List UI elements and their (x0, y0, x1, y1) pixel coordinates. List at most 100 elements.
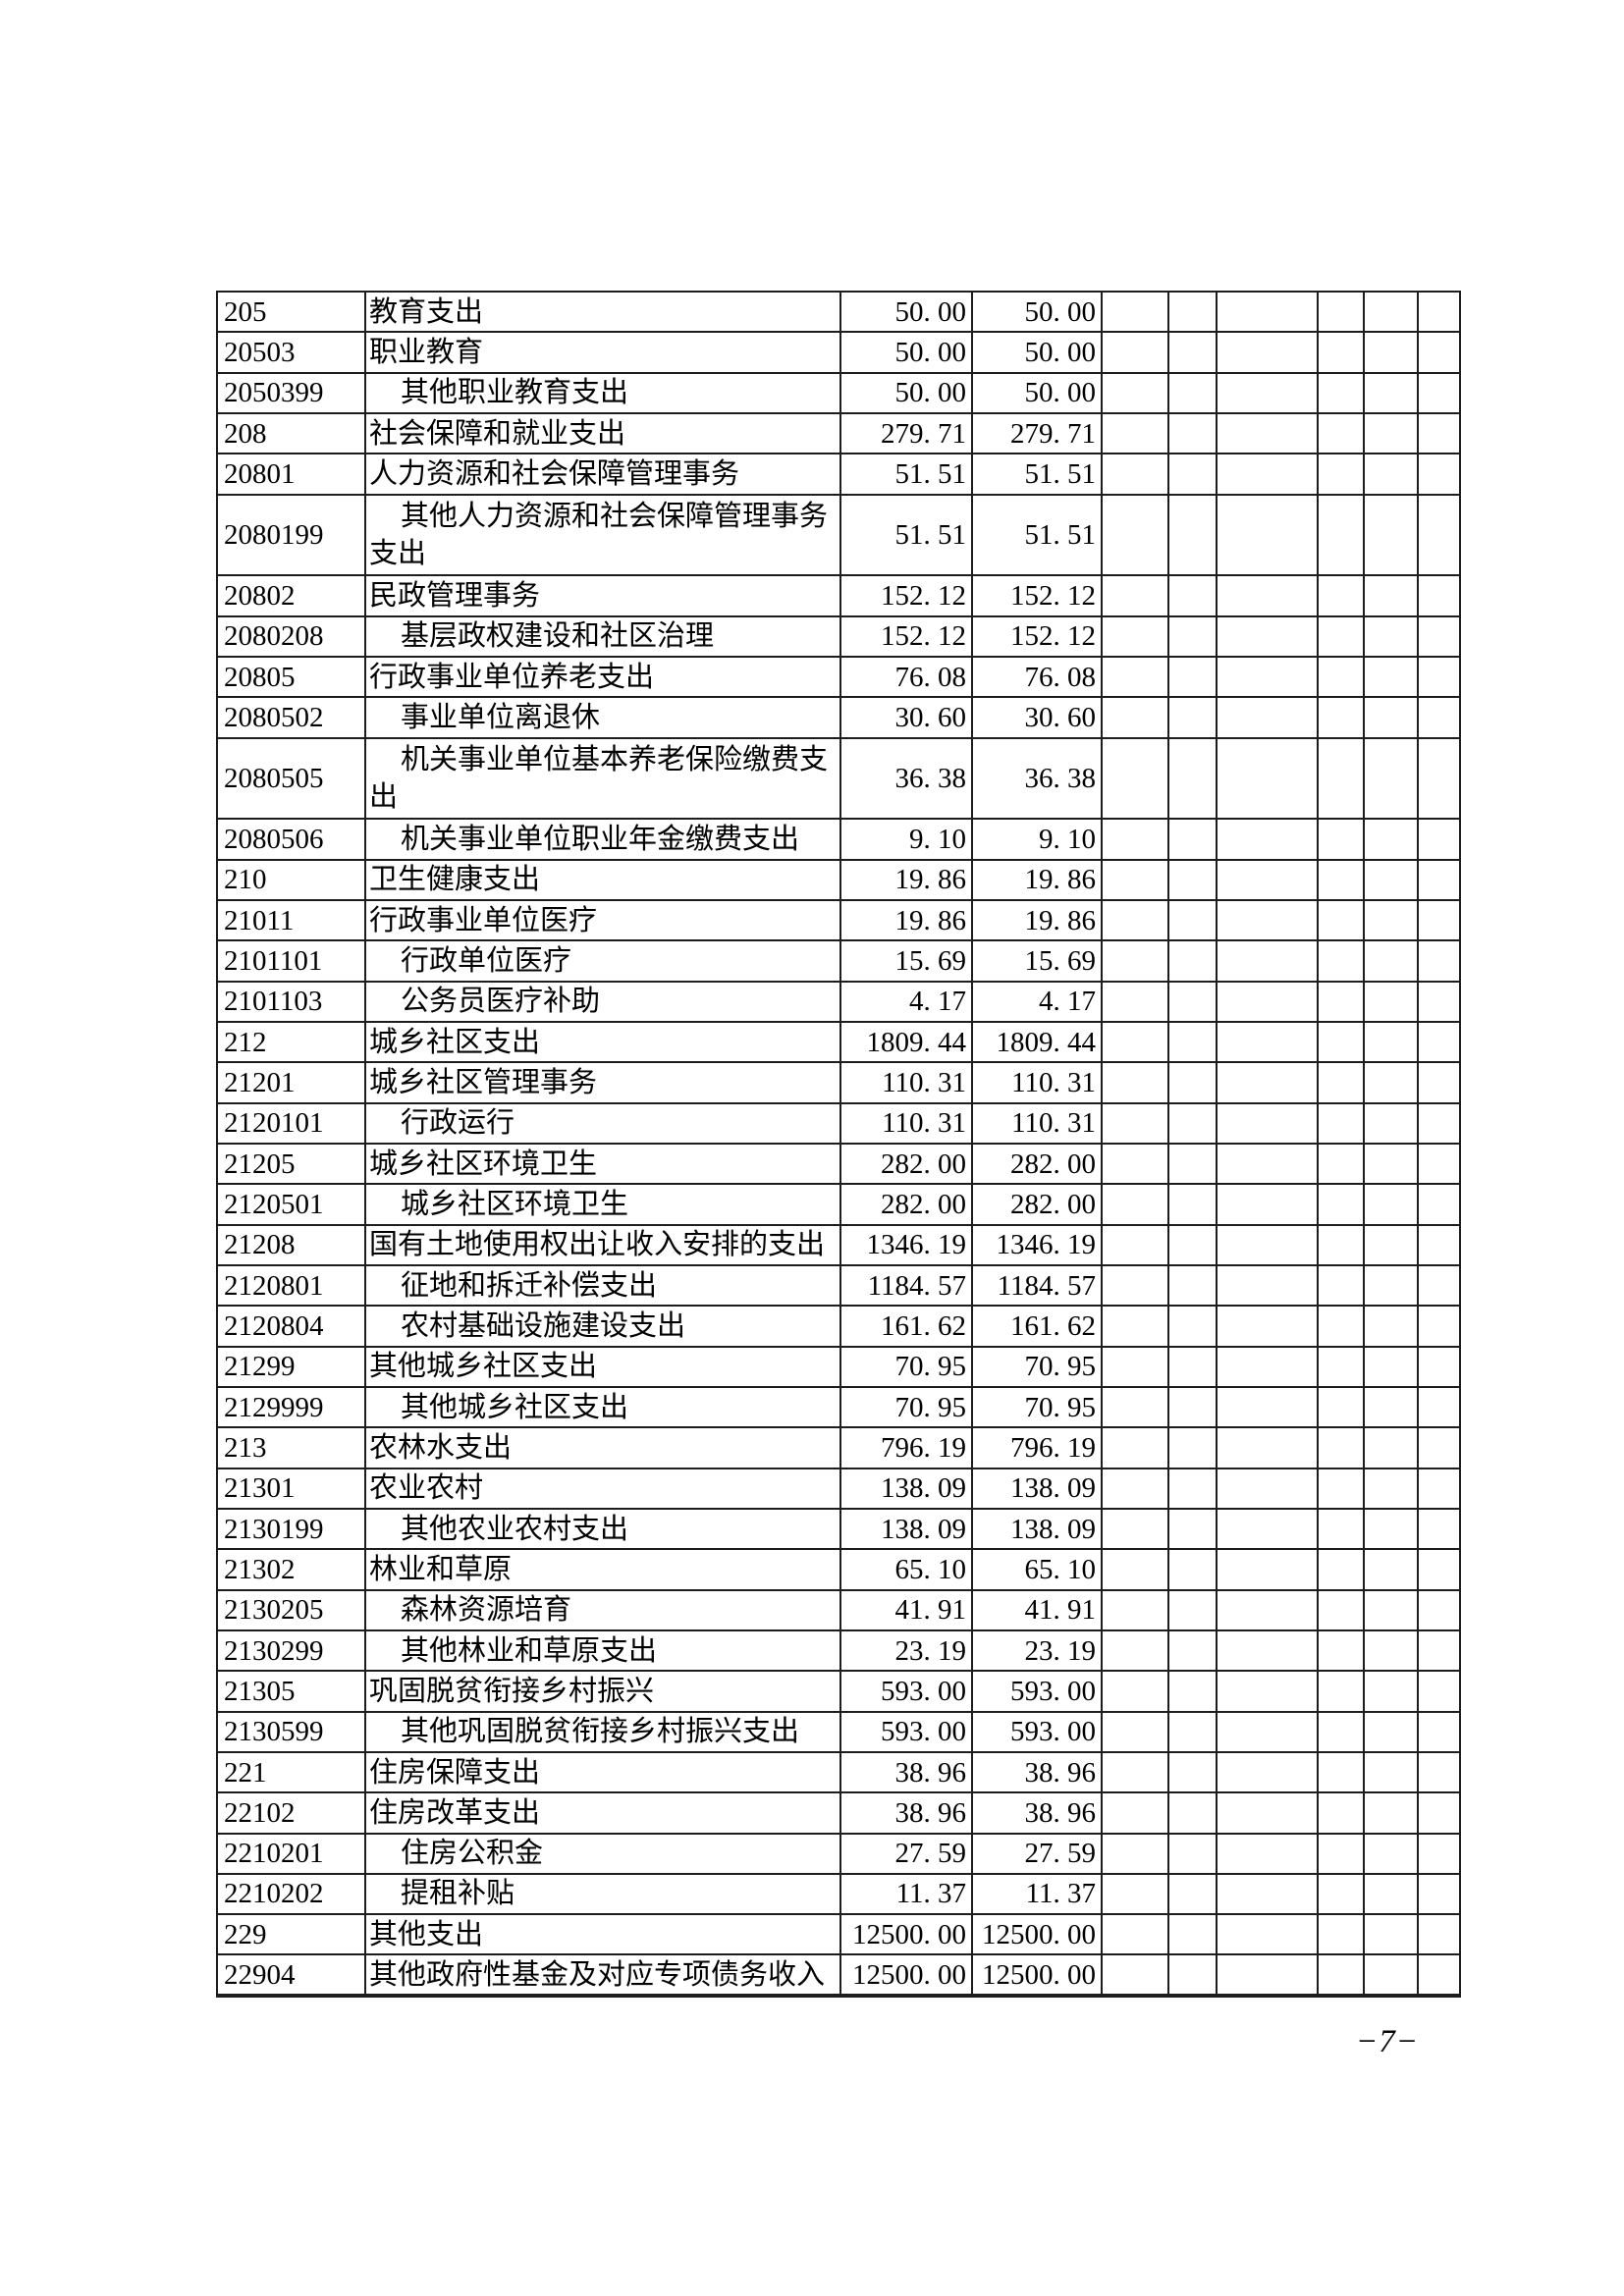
empty-cell (1101, 1710, 1169, 1753)
amount-cell-1: 11. 37 (839, 1872, 973, 1916)
empty-cell (1363, 1670, 1419, 1713)
empty-cell (1216, 1020, 1319, 1064)
amount-cell-1: 12500. 00 (839, 1953, 973, 1997)
table-row: 2080506 机关事业单位职业年金缴费支出 9. 10 9. 10 (216, 818, 1461, 861)
empty-cell (1363, 1426, 1419, 1469)
empty-cell (1167, 1913, 1218, 1956)
budget-table-body: 205 教育支出 50. 00 50. 00 20503 职业教育 50. 00 50. 00… (216, 290, 1461, 1997)
amount-cell-2: 70. 95 (971, 1385, 1103, 1429)
empty-cell (1417, 1101, 1461, 1145)
empty-cell (1216, 1223, 1319, 1266)
empty-cell (1317, 1710, 1365, 1753)
amount-cell-2: 50. 00 (971, 371, 1103, 414)
empty-cell (1101, 1385, 1169, 1429)
empty-cell (1317, 1061, 1365, 1104)
empty-cell (1363, 1872, 1419, 1916)
empty-cell (1167, 1345, 1218, 1388)
budget-code-cell: 20802 (216, 574, 366, 617)
amount-cell-1: 51. 51 (839, 493, 973, 577)
empty-cell (1101, 1426, 1169, 1469)
budget-code-cell: 20503 (216, 331, 366, 374)
empty-cell (1101, 898, 1169, 942)
empty-cell (1317, 371, 1365, 414)
empty-cell (1167, 858, 1218, 901)
amount-cell-1: 19. 86 (839, 898, 973, 942)
amount-cell-1: 593. 00 (839, 1710, 973, 1753)
budget-code-cell: 22904 (216, 1953, 366, 1997)
empty-cell (1216, 1507, 1319, 1551)
empty-cell (1417, 1426, 1461, 1469)
page-number: −7− (1355, 2024, 1420, 2059)
budget-code-cell: 2080199 (216, 493, 366, 577)
budget-item-name-cell: 行政运行 (364, 1101, 841, 1145)
empty-cell (1101, 980, 1169, 1023)
empty-cell (1216, 655, 1319, 699)
empty-cell (1167, 411, 1218, 455)
empty-cell (1167, 1061, 1218, 1104)
amount-cell-1: 38. 96 (839, 1750, 973, 1794)
table-row: 2080199 其他人力资源和社会保障管理事务支出 51. 51 51. 51 (216, 493, 1461, 577)
amount-cell-2: 152. 12 (971, 574, 1103, 617)
amount-cell-2: 27. 59 (971, 1832, 1103, 1875)
empty-cell (1101, 493, 1169, 577)
table-row: 2120101 行政运行 110. 31 110. 31 (216, 1101, 1461, 1145)
empty-cell (1363, 1548, 1419, 1591)
empty-cell (1317, 1385, 1365, 1429)
empty-cell (1101, 655, 1169, 699)
empty-cell (1101, 290, 1169, 334)
amount-cell-2: 76. 08 (971, 655, 1103, 699)
empty-cell (1101, 1467, 1169, 1510)
amount-cell-1: 30. 60 (839, 696, 973, 739)
table-row: 221 住房保障支出 38. 96 38. 96 (216, 1750, 1461, 1794)
empty-cell (1167, 1020, 1218, 1064)
empty-cell (1363, 290, 1419, 334)
budget-code-cell: 20801 (216, 453, 366, 496)
empty-cell (1363, 1588, 1419, 1631)
empty-cell (1101, 1507, 1169, 1551)
empty-cell (1417, 290, 1461, 334)
amount-cell-1: 41. 91 (839, 1588, 973, 1631)
empty-cell (1417, 1183, 1461, 1226)
empty-cell (1101, 1629, 1169, 1673)
empty-cell (1363, 1101, 1419, 1145)
empty-cell (1216, 1345, 1319, 1388)
table-row: 2101101 行政单位医疗 15. 69 15. 69 (216, 939, 1461, 983)
empty-cell (1417, 858, 1461, 901)
table-row: 2130205 森林资源培育 41. 91 41. 91 (216, 1588, 1461, 1631)
empty-cell (1101, 1183, 1169, 1226)
empty-cell (1167, 980, 1218, 1023)
empty-cell (1363, 1629, 1419, 1673)
empty-cell (1363, 1305, 1419, 1348)
empty-cell (1216, 1142, 1319, 1186)
table-row: 21201 城乡社区管理事务 110. 31 110. 31 (216, 1061, 1461, 1104)
empty-cell (1363, 1750, 1419, 1794)
empty-cell (1417, 1507, 1461, 1551)
empty-cell (1167, 1953, 1218, 1997)
empty-cell (1417, 898, 1461, 942)
budget-item-name-cell: 其他林业和草原支出 (364, 1629, 841, 1673)
empty-cell (1101, 331, 1169, 374)
empty-cell (1317, 1588, 1365, 1631)
empty-cell (1216, 1953, 1319, 1997)
empty-cell (1317, 1670, 1365, 1713)
budget-item-name-cell: 社会保障和就业支出 (364, 411, 841, 455)
empty-cell (1363, 574, 1419, 617)
amount-cell-1: 76. 08 (839, 655, 973, 699)
amount-cell-2: 50. 00 (971, 331, 1103, 374)
amount-cell-1: 138. 09 (839, 1467, 973, 1510)
amount-cell-2: 9. 10 (971, 818, 1103, 861)
empty-cell (1417, 980, 1461, 1023)
empty-cell (1167, 1548, 1218, 1591)
empty-cell (1216, 1913, 1319, 1956)
empty-cell (1363, 1953, 1419, 1997)
empty-cell (1363, 1710, 1419, 1753)
table-row: 2210201 住房公积金 27. 59 27. 59 (216, 1832, 1461, 1875)
amount-cell-1: 4. 17 (839, 980, 973, 1023)
empty-cell (1417, 371, 1461, 414)
amount-cell-1: 65. 10 (839, 1548, 973, 1591)
table-row: 2130199 其他农业农村支出 138. 09 138. 09 (216, 1507, 1461, 1551)
budget-item-name-cell: 森林资源培育 (364, 1588, 841, 1631)
empty-cell (1167, 331, 1218, 374)
empty-cell (1317, 1507, 1365, 1551)
budget-code-cell: 2050399 (216, 371, 366, 414)
